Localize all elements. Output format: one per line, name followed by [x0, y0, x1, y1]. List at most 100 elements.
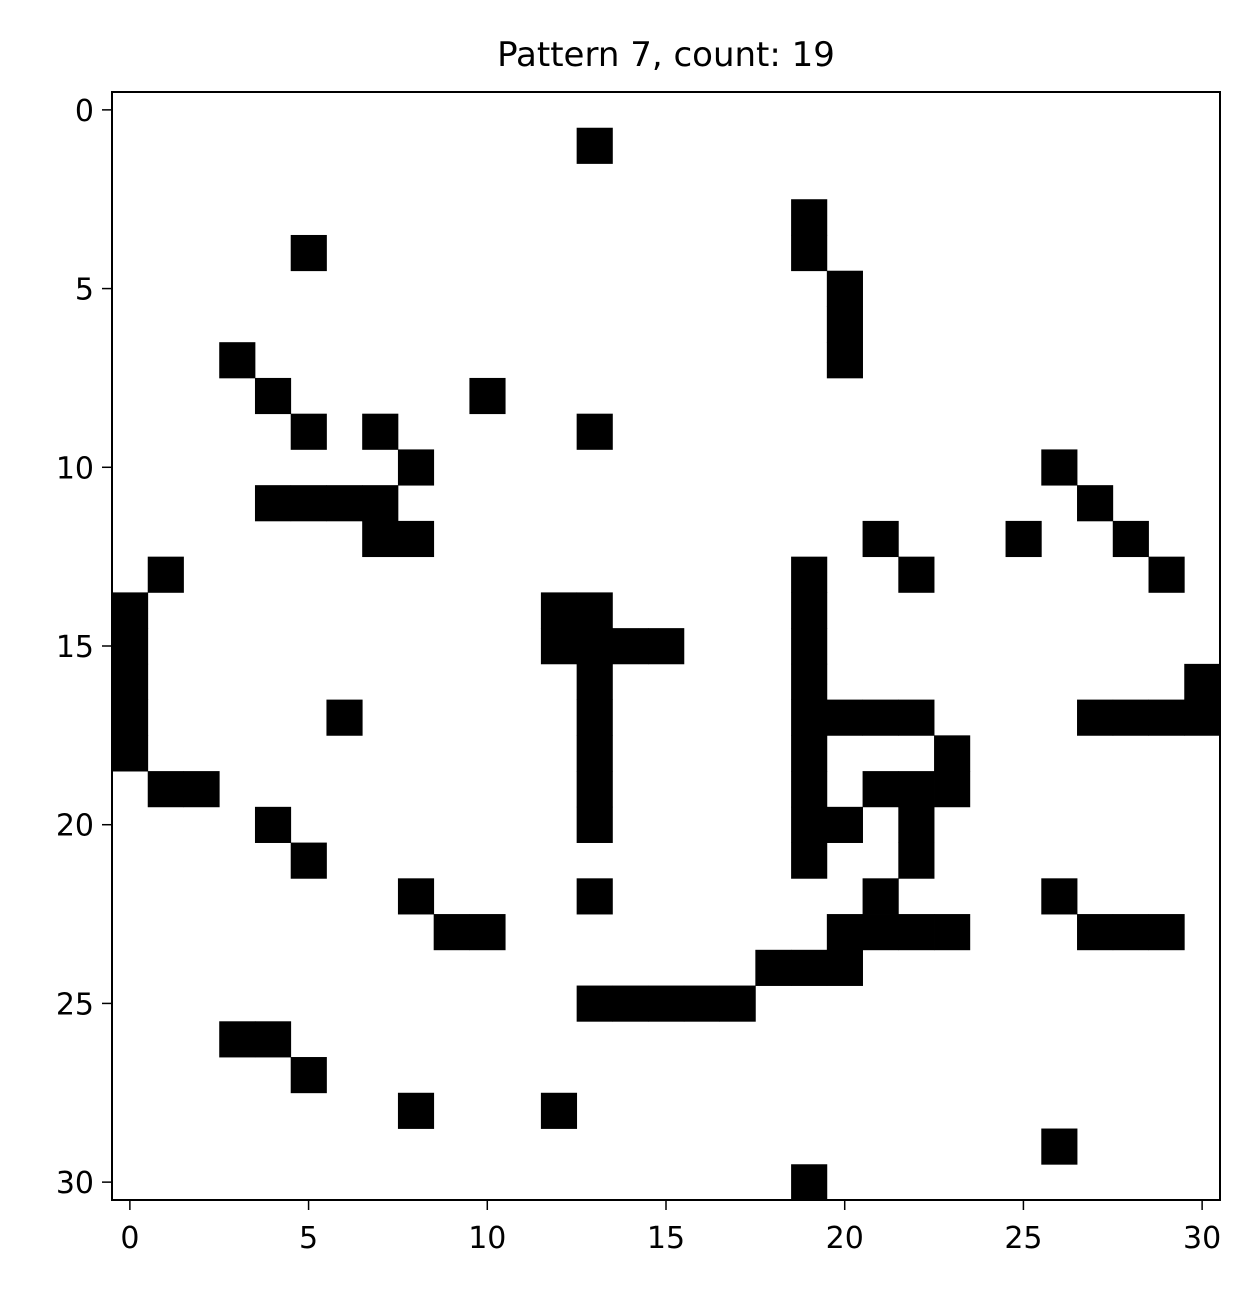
filled-cell [397, 878, 435, 915]
filled-cell [898, 556, 935, 593]
x-tick-label: 5 [299, 1221, 318, 1256]
filled-cell [147, 556, 184, 593]
x-tick-label: 30 [1183, 1221, 1221, 1256]
filled-cell [791, 592, 828, 629]
filled-cell [576, 771, 613, 808]
filled-cell [1077, 914, 1114, 951]
filled-cell [183, 771, 220, 808]
filled-cell [469, 377, 506, 415]
filled-cell [648, 628, 685, 665]
filled-cell [791, 628, 828, 665]
x-tick-label: 20 [826, 1221, 864, 1256]
filled-cell [469, 914, 506, 951]
filled-cell [791, 842, 828, 879]
filled-cell [147, 771, 184, 808]
filled-cell [1184, 699, 1221, 736]
filled-cell [112, 699, 149, 736]
filled-cell [362, 485, 399, 522]
filled-cell [326, 485, 363, 522]
filled-cell [612, 628, 649, 665]
filled-cell [934, 735, 971, 772]
filled-cell [576, 413, 613, 450]
filled-cell [576, 985, 613, 1022]
filled-cell [719, 985, 756, 1022]
filled-cell [1112, 914, 1149, 951]
filled-cell [791, 556, 828, 593]
filled-cell [397, 1092, 435, 1129]
filled-cell [862, 914, 899, 951]
filled-cell [1148, 914, 1185, 951]
filled-cell [898, 806, 935, 843]
filled-cell [934, 771, 971, 808]
filled-cell [290, 413, 327, 450]
filled-cell [576, 628, 613, 665]
filled-cell [791, 199, 828, 236]
filled-cell [112, 735, 149, 772]
filled-cell [290, 485, 327, 522]
filled-cell [1148, 556, 1185, 593]
x-tick-label: 25 [1004, 1221, 1042, 1256]
filled-cell [112, 628, 149, 665]
y-tick-label: 25 [56, 987, 94, 1022]
filled-cell [433, 914, 470, 951]
filled-cell [862, 699, 899, 736]
y-tick-label: 0 [75, 94, 94, 129]
filled-cell [290, 234, 327, 272]
filled-cell [362, 413, 399, 450]
filled-cell [540, 628, 578, 665]
filled-cell [219, 1021, 256, 1058]
filled-cell [540, 592, 578, 629]
y-tick-label: 20 [56, 809, 94, 844]
filled-cell [254, 377, 292, 415]
filled-cell [791, 1164, 828, 1201]
filled-cell [397, 520, 435, 558]
filled-cell [898, 842, 935, 879]
filled-cell [1041, 1128, 1078, 1165]
filled-cell [826, 949, 863, 986]
filled-cell [826, 270, 863, 307]
filled-cell [112, 592, 149, 629]
filled-cell [862, 520, 899, 558]
filled-cell [112, 663, 149, 701]
filled-cell [898, 699, 935, 736]
filled-cell [576, 735, 613, 772]
filled-cell [576, 806, 613, 843]
filled-cell [219, 342, 256, 379]
filled-cell [934, 914, 971, 951]
x-axis: 0 5 10 15 20 25 30 [120, 1200, 1221, 1256]
filled-cell [826, 306, 863, 343]
filled-cell [791, 806, 828, 843]
chart-title: Pattern 7, count: 19 [497, 35, 835, 75]
filled-cell [576, 878, 613, 915]
y-tick-label: 5 [75, 273, 94, 308]
filled-cell [254, 485, 292, 522]
filled-cell [1112, 520, 1149, 558]
filled-cell [576, 592, 613, 629]
filled-cell [576, 699, 613, 736]
filled-cell [1148, 699, 1185, 736]
filled-cell [648, 985, 685, 1022]
filled-cell [1077, 699, 1114, 736]
filled-cell [826, 699, 863, 736]
filled-cell [1184, 663, 1221, 701]
filled-cell [791, 663, 828, 701]
filled-cell [1041, 449, 1078, 486]
filled-cell [1077, 485, 1114, 522]
filled-cell [826, 342, 863, 379]
y-tick-label: 30 [56, 1166, 94, 1201]
x-tick-label: 15 [647, 1221, 685, 1256]
filled-cell [791, 699, 828, 736]
filled-cell [1041, 878, 1078, 915]
x-tick-label: 10 [468, 1221, 506, 1256]
filled-cell [898, 914, 935, 951]
filled-cell [755, 949, 792, 986]
filled-cell [683, 985, 721, 1022]
y-tick-label: 15 [56, 630, 94, 665]
filled-cell [290, 1057, 327, 1094]
filled-cell [612, 985, 649, 1022]
filled-cell [862, 771, 899, 808]
filled-cell [540, 1092, 578, 1129]
filled-cell [254, 1021, 292, 1058]
filled-cell [791, 771, 828, 808]
